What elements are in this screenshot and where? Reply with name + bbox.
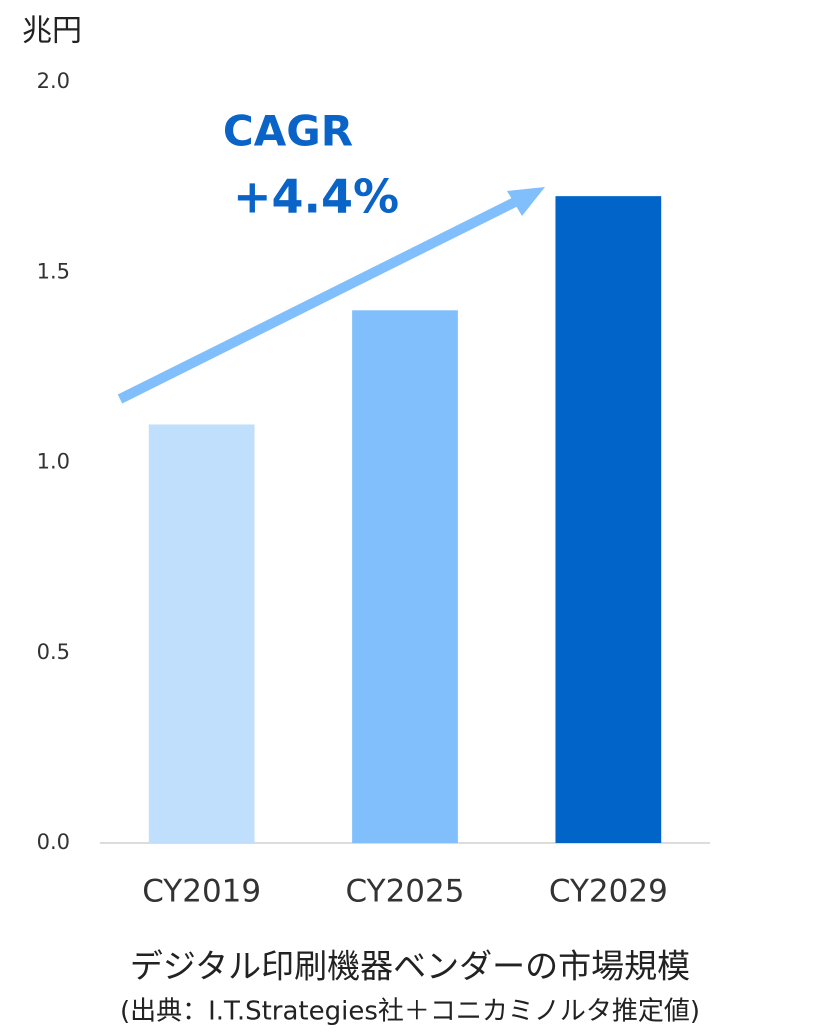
y-tick-label: 1.5 [37,259,70,283]
cagr-value: +4.4% [233,170,399,224]
y-tick-label: 2.0 [37,69,70,93]
cagr-label: CAGR [223,107,353,156]
bar [352,310,458,843]
x-tick-label: CY2019 [142,874,261,910]
trend-arrow-head [507,187,545,216]
y-tick-label: 0.0 [37,830,70,854]
x-tick-label: CY2025 [346,874,465,910]
bar [555,196,662,843]
bar [148,424,255,843]
caption: デジタル印刷機器ベンダーの市場規模 [130,947,690,986]
y-tick-label: 1.0 [37,450,70,474]
source: (出典：I.T.Strategies社＋コニカミノルタ推定値) [120,997,700,1027]
x-tick-label: CY2029 [549,874,668,910]
y-axis-unit: 兆円 [22,14,82,49]
y-tick-label: 0.5 [37,640,70,664]
trend-arrow [117,192,528,404]
